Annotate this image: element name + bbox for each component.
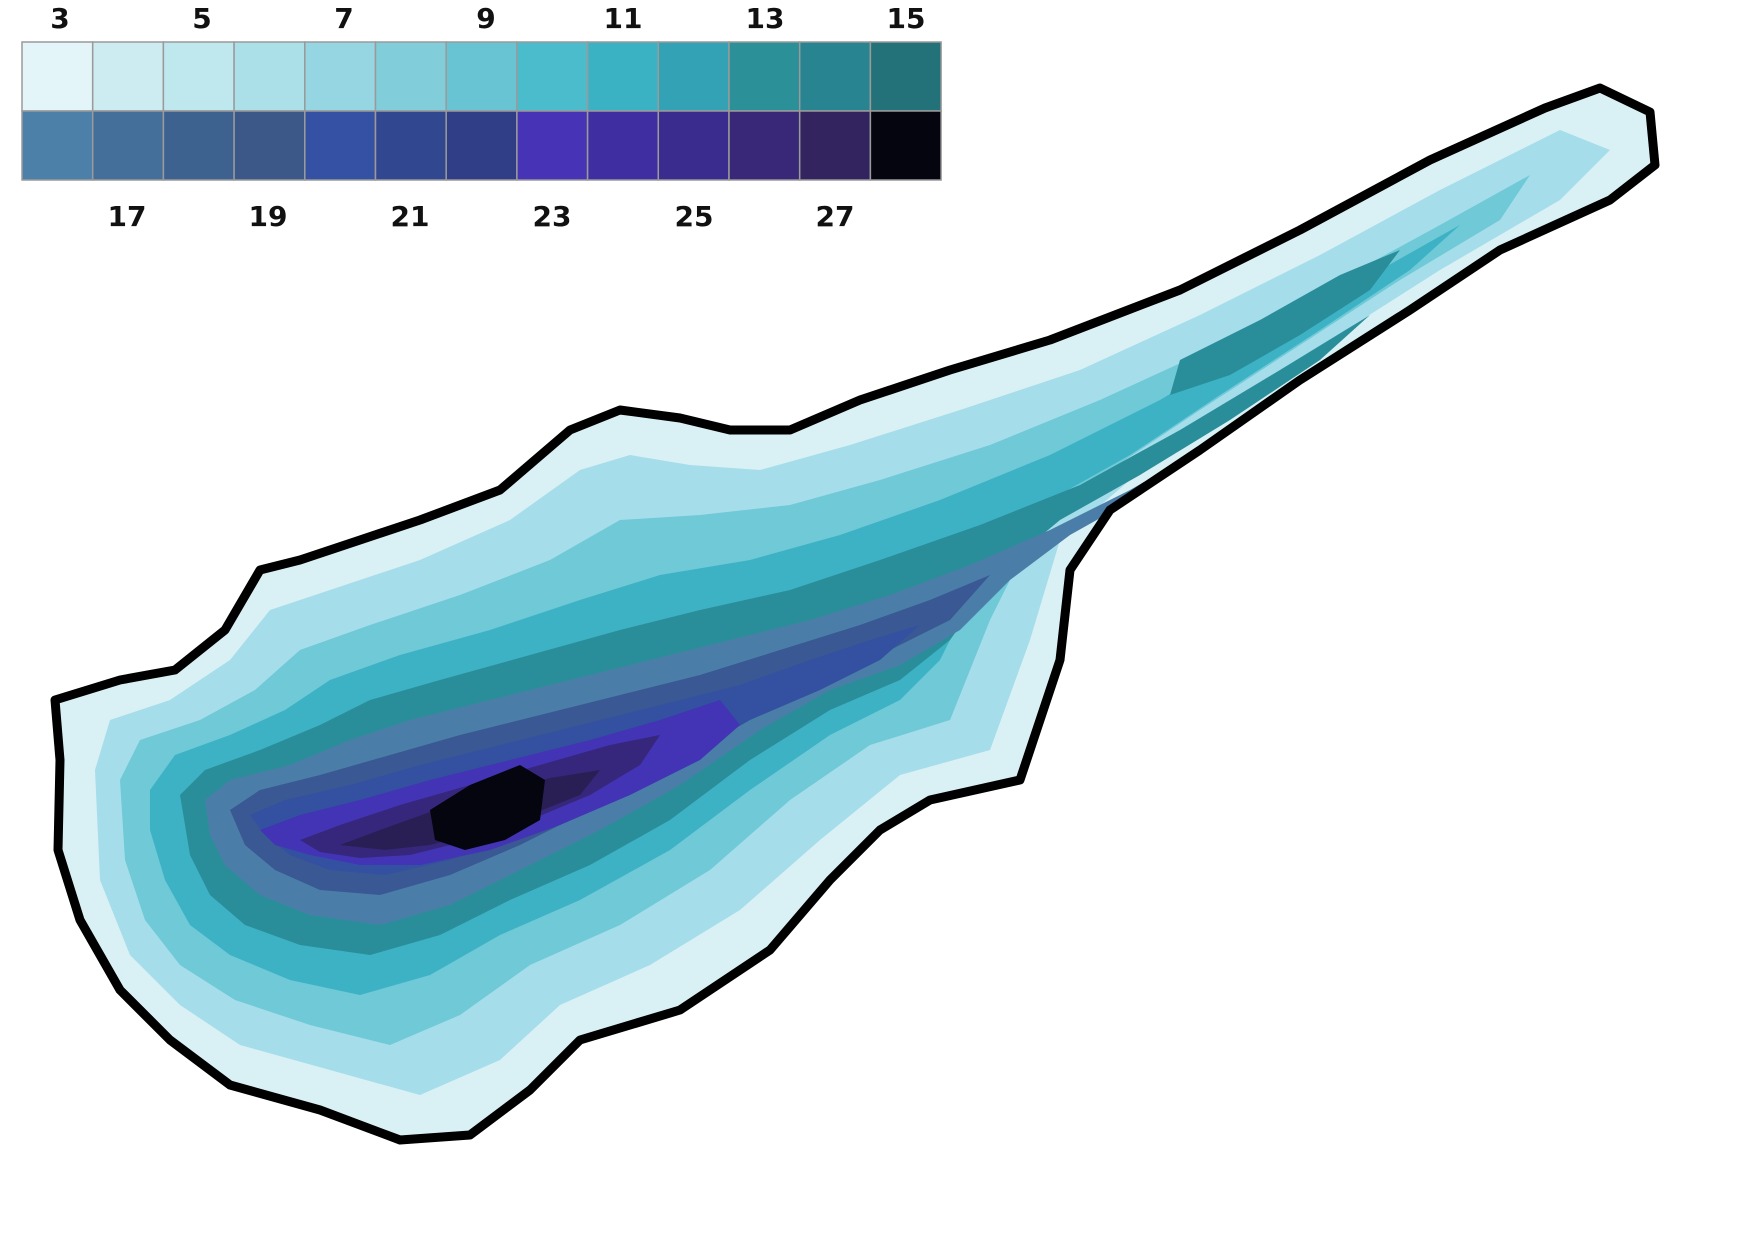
legend-top-row: [21, 41, 942, 112]
legend-label-17: 17: [108, 200, 147, 233]
legend-label-23: 23: [533, 200, 572, 233]
legend-label-21: 21: [391, 200, 430, 233]
legend-label-25: 25: [675, 200, 714, 233]
legend-top-cell-6: [445, 41, 518, 112]
legend-top-cell-0: [21, 41, 94, 112]
legend-label-11: 11: [604, 2, 643, 35]
legend-label-7: 7: [334, 2, 353, 35]
legend-bottom-cell-5: [374, 110, 447, 181]
legend-label-19: 19: [249, 200, 288, 233]
legend-label-5: 5: [192, 2, 211, 35]
legend-top-cell-2: [162, 41, 235, 112]
legend-label-3: 3: [50, 2, 69, 35]
legend-top-cell-1: [91, 41, 165, 112]
legend-top-cell-4: [304, 41, 377, 112]
legend-top-cell-12: [869, 41, 942, 112]
legend-top-cell-3: [233, 41, 306, 112]
legend-bottom-cell-1: [91, 110, 165, 181]
legend-bottom-cell-10: [728, 110, 801, 181]
legend-top-cell-8: [586, 41, 660, 112]
legend-bottom-cell-11: [798, 110, 872, 181]
legend-bottom-cell-6: [445, 110, 518, 181]
legend-top-cell-10: [728, 41, 801, 112]
legend-bottom-cell-7: [516, 110, 589, 181]
legend-bottom-cell-3: [233, 110, 306, 181]
legend-label-9: 9: [476, 2, 495, 35]
legend-bottom-cell-9: [657, 110, 730, 181]
depth-zone-11: [430, 765, 545, 850]
legend-bottom-cell-4: [304, 110, 377, 181]
legend-top-cell-9: [657, 41, 730, 112]
legend-top-labels: 3 5 7 9 11 13 15: [50, 2, 925, 35]
lake-outline: [50, 83, 1660, 1145]
legend-bottom-labels: 17 19 21 23 25 27: [108, 200, 855, 233]
legend-label-15: 15: [887, 2, 926, 35]
legend-bottom-cell-12: [869, 110, 942, 181]
legend-bottom-row: [21, 110, 942, 181]
legend-label-27: 27: [816, 200, 855, 233]
legend-bottom-cell-2: [162, 110, 235, 181]
legend-bottom-cell-8: [586, 110, 660, 181]
legend-label-13: 13: [746, 2, 785, 35]
legend-bottom-cell-0: [21, 110, 94, 181]
depth-legend: 3 5 7 9 11 13 15 17 19 21 23 25 27: [21, 2, 942, 233]
legend-top-cell-11: [798, 41, 872, 112]
legend-top-cell-7: [516, 41, 589, 112]
depth-zone-arm: [1170, 250, 1400, 395]
legend-top-cell-5: [374, 41, 447, 112]
